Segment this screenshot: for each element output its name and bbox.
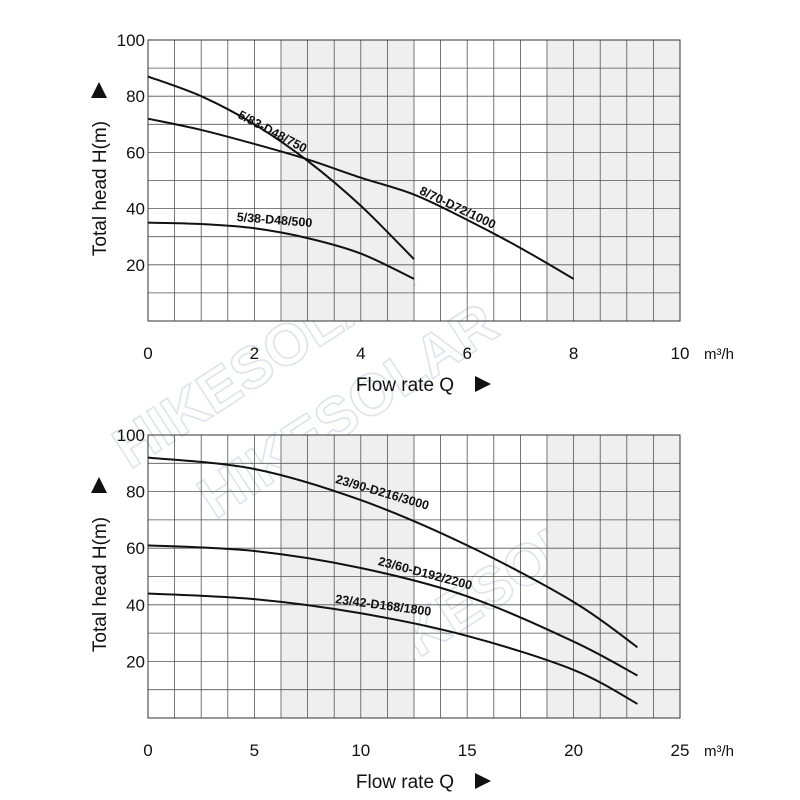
- x-tick-label: 10: [671, 344, 690, 363]
- x-unit-label: m³/h: [704, 346, 734, 363]
- x-tick-label: 5: [250, 741, 259, 760]
- x-unit-label: m³/h: [704, 743, 734, 760]
- series-label: 5/38-D48/500: [236, 210, 313, 230]
- y-tick-label: 40: [126, 200, 145, 219]
- y-tick-label: 20: [126, 256, 145, 275]
- series-line: [147, 221, 415, 280]
- x-tick-label: 25: [671, 741, 690, 760]
- chart-bottom: 20 40 60 80 100 0 5 10 15 20 25 m³/h Flow rate Q Tota…: [90, 426, 734, 793]
- x-axis-arrow-icon: [475, 376, 491, 392]
- x-tick-label: 2: [250, 344, 259, 363]
- x-axis-arrow-icon: [475, 773, 491, 789]
- x-tick-label: 0: [143, 741, 152, 760]
- x-tick-label: 8: [569, 344, 578, 363]
- series-line: [147, 75, 415, 260]
- x-tick-label: 15: [458, 741, 477, 760]
- y-tick-label: 40: [126, 596, 145, 615]
- y-tick-label: 100: [117, 31, 145, 50]
- series-line: [147, 456, 639, 649]
- y-tick-label: 60: [126, 143, 145, 162]
- y-tick-label: 20: [126, 652, 145, 671]
- x-tick-label: 0: [143, 344, 152, 363]
- x-tick-label: 20: [564, 741, 583, 760]
- x-tick-label: 10: [351, 741, 370, 760]
- y-tick-label: 80: [126, 87, 145, 106]
- x-tick-label: 6: [462, 344, 471, 363]
- y-tick-label: 60: [126, 539, 145, 558]
- y-axis-title: Total head H(m): [90, 121, 111, 256]
- plot-frame: [147, 39, 681, 322]
- y-axis-title: Total head H(m): [90, 517, 111, 652]
- x-axis-title: Flow rate Q: [356, 375, 454, 396]
- series-line: [147, 117, 575, 280]
- y-tick-label: 100: [117, 426, 145, 445]
- y-axis-arrow-icon: [91, 477, 107, 493]
- x-tick-label: 4: [356, 344, 365, 363]
- x-axis-title: Flow rate Q: [356, 772, 454, 793]
- plot-frame: [147, 434, 681, 719]
- series-line: [147, 544, 638, 677]
- series-label: 8/70-D72/1000: [417, 184, 498, 232]
- y-axis-arrow-icon: [91, 82, 107, 98]
- y-tick-label: 80: [126, 483, 145, 502]
- series-line: [147, 592, 638, 705]
